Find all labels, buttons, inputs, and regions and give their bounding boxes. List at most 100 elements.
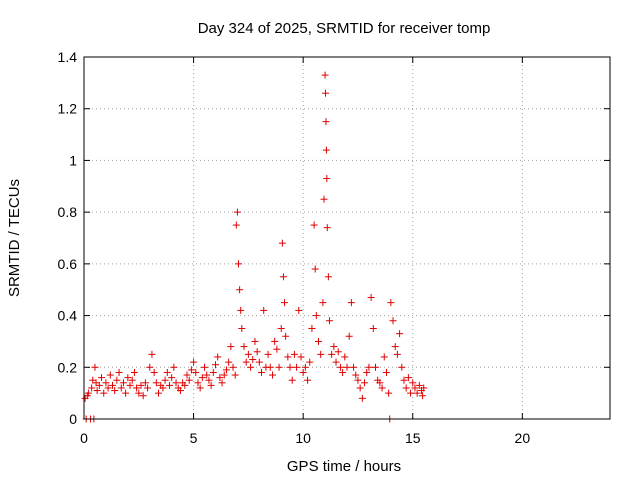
x-tick-label: 10: [295, 430, 311, 446]
data-point: [315, 337, 323, 345]
data-point: [95, 381, 103, 389]
data-point: [286, 363, 294, 371]
data-point: [387, 299, 395, 307]
x-tick-label: 15: [405, 430, 421, 446]
data-point: [233, 208, 241, 216]
data-point: [304, 376, 312, 384]
data-point: [322, 118, 330, 126]
data-point: [275, 363, 283, 371]
data-point: [278, 239, 286, 247]
data-point: [222, 366, 230, 374]
data-point: [343, 363, 351, 371]
data-point: [413, 389, 421, 397]
data-point: [235, 260, 243, 268]
data-point: [350, 363, 358, 371]
data-point: [347, 299, 355, 307]
data-point: [170, 363, 178, 371]
data-point: [402, 384, 410, 392]
x-tick-label: 0: [80, 430, 88, 446]
data-point: [330, 343, 338, 351]
data-point: [232, 221, 240, 229]
data-point: [119, 379, 127, 387]
data-point: [354, 376, 362, 384]
data-point: [258, 368, 266, 376]
y-tick-label: 0.8: [58, 204, 78, 220]
data-point: [133, 384, 141, 392]
data-point: [100, 389, 108, 397]
data-point: [91, 363, 99, 371]
data-point: [400, 376, 408, 384]
data-point: [93, 387, 101, 395]
data-point: [247, 363, 255, 371]
data-point: [365, 363, 373, 371]
data-point: [288, 376, 296, 384]
data-point: [229, 363, 237, 371]
data-point: [220, 371, 228, 379]
data-point: [161, 376, 169, 384]
data-point: [139, 392, 147, 400]
data-point: [253, 348, 261, 356]
data-point: [310, 221, 318, 229]
data-point: [378, 384, 386, 392]
data-point: [279, 273, 287, 281]
data-point: [396, 330, 404, 338]
y-tick-label: 0.4: [58, 308, 78, 324]
data-point: [137, 381, 145, 389]
data-point: [385, 389, 393, 397]
data-point: [209, 368, 217, 376]
data-point: [251, 337, 259, 345]
gridlines: [84, 57, 610, 419]
data-point: [322, 146, 330, 154]
data-point: [325, 317, 333, 325]
data-point: [146, 363, 154, 371]
data-point: [113, 376, 121, 384]
data-point: [249, 356, 257, 364]
data-point: [299, 368, 307, 376]
data-point: [339, 368, 347, 376]
x-tick-label: 20: [515, 430, 531, 446]
data-point: [152, 379, 160, 387]
data-point: [323, 224, 331, 232]
data-point: [361, 379, 369, 387]
data-point: [323, 175, 331, 183]
data-point: [311, 265, 319, 273]
data-point: [308, 325, 316, 332]
data-point: [321, 71, 329, 79]
data-point: [135, 389, 143, 397]
y-tick-label: 0.2: [58, 359, 78, 375]
data-point: [183, 371, 191, 379]
data-point: [98, 374, 106, 382]
data-point: [407, 389, 415, 397]
data-point: [404, 374, 412, 382]
y-axis-title: SRMTID / TECUs: [6, 179, 23, 297]
data-point: [255, 358, 263, 366]
data-point: [192, 368, 200, 376]
data-point: [159, 384, 167, 392]
data-point: [163, 368, 171, 376]
data-point: [336, 363, 344, 371]
data-point: [165, 381, 173, 389]
data-point: [185, 376, 193, 384]
data-point: [317, 350, 325, 358]
data-point: [334, 348, 342, 356]
tick-labels: 0 0.2 0.4 0.6 0.8 1 1.2 1.4 0 5 10 15 20: [58, 49, 531, 446]
y-tick-label: 1: [69, 152, 77, 168]
x-axis-title: GPS time / hours: [287, 458, 401, 475]
data-point: [312, 312, 320, 320]
data-point: [196, 384, 204, 392]
data-point: [198, 374, 206, 382]
data-point: [122, 389, 130, 397]
data-point: [102, 379, 110, 387]
data-point: [148, 350, 156, 358]
data-point: [369, 325, 377, 332]
data-point: [126, 381, 134, 389]
data-point: [181, 381, 189, 389]
data-point: [124, 374, 132, 382]
data-point: [328, 350, 336, 358]
data-point: [130, 368, 138, 376]
data-point: [324, 273, 332, 281]
data-point: [341, 353, 349, 361]
data-point: [212, 361, 219, 369]
data-point: [172, 379, 180, 387]
